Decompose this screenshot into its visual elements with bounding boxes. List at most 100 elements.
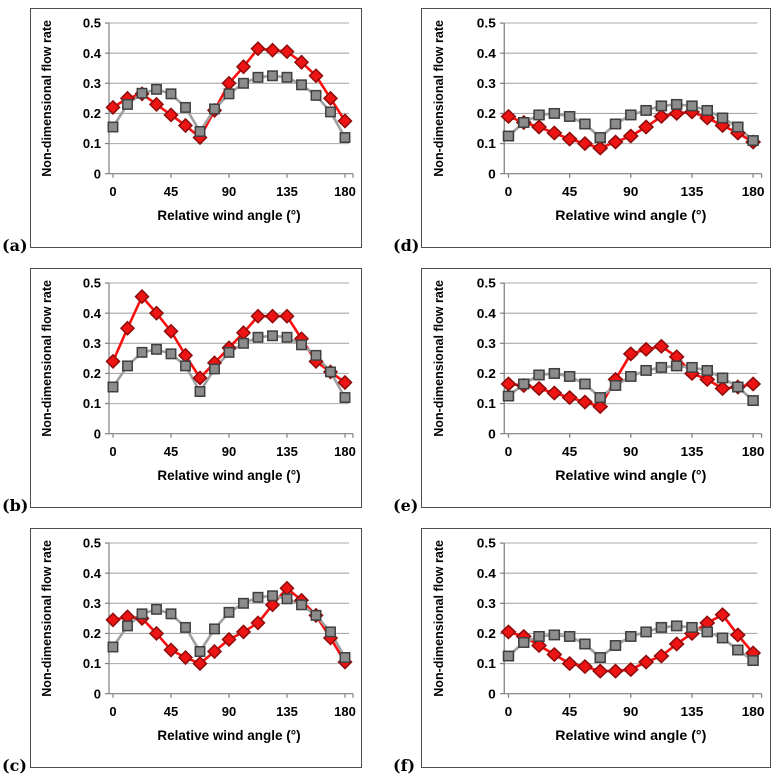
svg-text:0: 0 (488, 427, 496, 442)
chart-panel-f: 0 0.1 0.2 0.3 0.4 0.5 0 45 90 135 180 Relative wind… (421, 528, 771, 768)
svg-text:0.1: 0.1 (477, 396, 497, 411)
svg-text:0: 0 (505, 704, 513, 719)
svg-text:0: 0 (94, 686, 101, 701)
svg-text:0.1: 0.1 (83, 656, 101, 671)
svg-text:0: 0 (488, 167, 496, 182)
chart-cell-a: (a) 0 0.1 0.2 0.3 0.4 0.5 0 45 90 135 180 Relative … (0, 8, 392, 255)
svg-text:Non-dimensional flow rate: Non-dimensional flow rate (431, 280, 446, 437)
svg-text:90: 90 (623, 444, 638, 459)
chart-caption-a: (a) (2, 236, 28, 255)
svg-text:0: 0 (109, 444, 116, 459)
svg-text:0.5: 0.5 (83, 536, 101, 551)
svg-text:Relative wind angle (°): Relative wind angle (°) (555, 467, 706, 483)
chart-panel-b: 0 0.1 0.2 0.3 0.4 0.5 0 45 90 135 180 Relative wind… (30, 268, 362, 508)
svg-text:Non-dimensional flow rate: Non-dimensional flow rate (40, 540, 54, 697)
chart-plot-d: 0 0.1 0.2 0.3 0.4 0.5 0 45 90 135 180 Relative wind… (431, 16, 765, 223)
svg-text:0.1: 0.1 (83, 396, 101, 411)
svg-text:0.2: 0.2 (477, 366, 496, 381)
chart-cell-d: (d) 0 0.1 0.2 0.3 0.4 0.5 0 45 90 135 180 Relative … (391, 8, 783, 255)
svg-text:0: 0 (109, 704, 116, 719)
svg-text:0.3: 0.3 (477, 596, 496, 611)
chart-plot-f: 0 0.1 0.2 0.3 0.4 0.5 0 45 90 135 180 Relative wind… (431, 536, 765, 743)
svg-text:0: 0 (94, 426, 101, 441)
svg-text:0.2: 0.2 (83, 626, 101, 641)
chart-caption-d: (d) (393, 236, 420, 255)
chart-plot-c: 0 0.1 0.2 0.3 0.4 0.5 0 45 90 135 180 Relative wind… (40, 536, 356, 743)
svg-text:0.4: 0.4 (477, 566, 497, 581)
svg-text:0: 0 (505, 444, 513, 459)
svg-text:0.1: 0.1 (477, 136, 497, 151)
svg-text:135: 135 (681, 184, 704, 199)
svg-text:0.4: 0.4 (477, 46, 497, 61)
svg-text:Non-dimensional flow rate: Non-dimensional flow rate (40, 20, 54, 177)
svg-text:0.4: 0.4 (83, 566, 102, 581)
svg-text:180: 180 (334, 444, 356, 459)
svg-text:90: 90 (623, 184, 638, 199)
chart-cell-f: (f) 0 0.1 0.2 0.3 0.4 0.5 0 45 90 135 180 Relative … (391, 528, 783, 775)
svg-text:0.4: 0.4 (83, 46, 102, 61)
chart-cell-c: (c) 0 0.1 0.2 0.3 0.4 0.5 0 45 90 135 180 Relative … (0, 528, 392, 775)
chart-cell-b: (b) 0 0.1 0.2 0.3 0.4 0.5 0 45 90 135 180 Relative … (0, 268, 392, 515)
svg-text:Relative wind angle (°): Relative wind angle (°) (555, 207, 706, 223)
chart-cell-e: (e) 0 0.1 0.2 0.3 0.4 0.5 0 45 90 135 180 Relative … (391, 268, 783, 515)
chart-plot-e: 0 0.1 0.2 0.3 0.4 0.5 0 45 90 135 180 Relative wind… (431, 276, 765, 483)
svg-text:180: 180 (742, 444, 765, 459)
chart-panel-e: 0 0.1 0.2 0.3 0.4 0.5 0 45 90 135 180 Relative wind… (421, 268, 771, 508)
svg-text:0.5: 0.5 (83, 16, 101, 31)
svg-text:0.4: 0.4 (83, 306, 102, 321)
chart-caption-c: (c) (2, 756, 27, 775)
svg-text:0.2: 0.2 (477, 626, 496, 641)
svg-text:135: 135 (276, 704, 298, 719)
chart-caption-b: (b) (2, 496, 29, 515)
svg-text:0.1: 0.1 (477, 656, 497, 671)
svg-text:90: 90 (222, 704, 236, 719)
svg-text:135: 135 (276, 184, 298, 199)
svg-text:0.2: 0.2 (83, 106, 101, 121)
svg-text:90: 90 (222, 444, 236, 459)
chart-panel-a: 0 0.1 0.2 0.3 0.4 0.5 0 45 90 135 180 Relative wind… (30, 8, 362, 248)
svg-text:45: 45 (562, 184, 578, 199)
svg-text:45: 45 (562, 444, 578, 459)
svg-text:45: 45 (164, 184, 178, 199)
chart-panel-c: 0 0.1 0.2 0.3 0.4 0.5 0 45 90 135 180 Relative wind… (30, 528, 362, 768)
svg-text:0.3: 0.3 (83, 596, 101, 611)
svg-text:0.2: 0.2 (83, 366, 101, 381)
svg-text:Non-dimensional flow rate: Non-dimensional flow rate (40, 280, 54, 437)
svg-text:45: 45 (164, 444, 178, 459)
chart-plot-b: 0 0.1 0.2 0.3 0.4 0.5 0 45 90 135 180 Relative wind… (40, 276, 356, 483)
svg-text:0: 0 (488, 687, 496, 702)
svg-text:180: 180 (334, 704, 356, 719)
svg-text:90: 90 (222, 184, 236, 199)
svg-text:0.1: 0.1 (83, 136, 101, 151)
svg-text:135: 135 (276, 444, 298, 459)
svg-text:0.5: 0.5 (83, 276, 101, 291)
svg-text:135: 135 (681, 704, 704, 719)
svg-text:45: 45 (562, 704, 578, 719)
svg-text:135: 135 (681, 444, 704, 459)
svg-text:0: 0 (109, 184, 116, 199)
svg-text:0.3: 0.3 (83, 76, 101, 91)
svg-text:180: 180 (334, 184, 356, 199)
svg-text:Relative wind angle (°): Relative wind angle (°) (555, 727, 706, 743)
svg-text:0.4: 0.4 (477, 306, 497, 321)
chart-caption-e: (e) (393, 496, 419, 515)
svg-text:180: 180 (742, 184, 765, 199)
svg-text:Non-dimensional flow rate: Non-dimensional flow rate (431, 540, 446, 697)
svg-text:0: 0 (505, 184, 513, 199)
svg-text:90: 90 (623, 704, 638, 719)
svg-text:Relative wind angle (°): Relative wind angle (°) (157, 728, 300, 743)
svg-text:0.5: 0.5 (477, 16, 497, 31)
svg-text:0: 0 (94, 166, 101, 181)
svg-text:Relative wind angle (°): Relative wind angle (°) (157, 208, 300, 223)
svg-text:0.3: 0.3 (477, 336, 496, 351)
chart-panel-d: 0 0.1 0.2 0.3 0.4 0.5 0 45 90 135 180 Relative wind… (421, 8, 771, 248)
chart-caption-f: (f) (393, 756, 416, 775)
svg-text:180: 180 (742, 704, 765, 719)
svg-text:Relative wind angle (°): Relative wind angle (°) (157, 468, 300, 483)
svg-text:0.5: 0.5 (477, 276, 497, 291)
svg-text:Non-dimensional flow rate: Non-dimensional flow rate (431, 20, 446, 177)
svg-text:45: 45 (164, 704, 178, 719)
chart-plot-a: 0 0.1 0.2 0.3 0.4 0.5 0 45 90 135 180 Relative wind… (40, 16, 356, 223)
svg-text:0.5: 0.5 (477, 536, 497, 551)
